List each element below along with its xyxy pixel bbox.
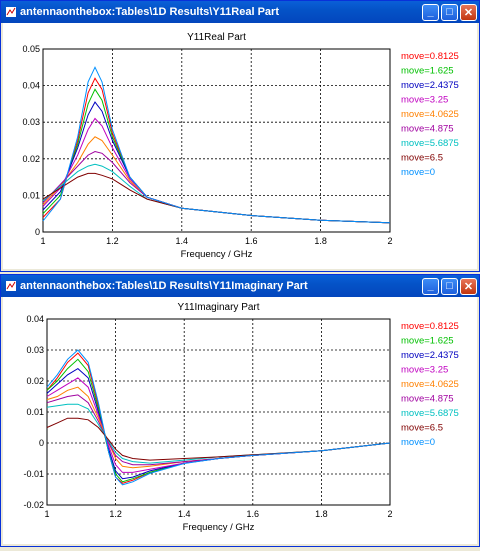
- imaginary-part-plot-area: Y11Imaginary Part 1 1.2 1.4 1.6 1.8 2 -0.02 -0.0…: [3, 297, 477, 544]
- x-tick-label: 1.4: [176, 236, 189, 246]
- legend-entry: move=6.5: [401, 423, 443, 434]
- chart-app-icon: [6, 281, 16, 291]
- minimize-icon: _: [427, 280, 434, 292]
- close-icon: ✕: [463, 6, 474, 19]
- series-line: [42, 172, 391, 224]
- x-tick-label: 1: [44, 509, 49, 519]
- real-part-titlebar[interactable]: antennaonthebox:Tables\1D Results\Y11Rea…: [1, 1, 479, 23]
- real-part-chart: Y11Real Part 1 1.2 1.4 1.6 1.8 2 0 0.01 0.02 0.03 0…: [22, 32, 459, 260]
- y-tick-label: -0.01: [23, 469, 44, 479]
- legend-entry: move=5.6875: [401, 138, 459, 149]
- maximize-icon: □: [446, 6, 453, 18]
- y-tick-label: 0.03: [26, 345, 44, 355]
- y-tick-label: 0.02: [26, 376, 44, 386]
- x-tick-label: 1.8: [314, 236, 327, 246]
- x-tick-label: 2: [387, 236, 392, 246]
- x-tick-label: 1.6: [247, 509, 260, 519]
- close-icon: ✕: [463, 280, 474, 293]
- imaginary-part-chart: Y11Imaginary Part 1 1.2 1.4 1.6 1.8 2 -0.02 -0.0…: [23, 302, 459, 533]
- legend-entry: move=0: [401, 437, 435, 448]
- minimize-button[interactable]: _: [422, 277, 439, 295]
- legend-entry: move=3.25: [401, 365, 448, 376]
- legend-entry: move=4.0625: [401, 109, 459, 120]
- y-tick-label: 0.02: [22, 154, 40, 164]
- x-tick-label: 1.6: [245, 236, 258, 246]
- legend-entry: move=4.875: [401, 124, 454, 135]
- series-line: [46, 349, 391, 486]
- imaginary-part-window: antennaonthebox:Tables\1D Results\Y11Ima…: [0, 274, 480, 547]
- y-tick-label: 0.04: [26, 314, 44, 324]
- x-axis-label: Frequency / GHz: [181, 249, 253, 260]
- close-button[interactable]: ✕: [460, 277, 477, 295]
- chart-title: Y11Imaginary Part: [177, 302, 259, 313]
- y-tick-label: 0.05: [22, 44, 40, 54]
- series-line: [42, 136, 391, 224]
- x-tick-label: 1.2: [109, 509, 122, 519]
- series-line: [42, 77, 391, 224]
- y-tick-label: 0.04: [22, 81, 40, 91]
- legend-entry: move=2.4375: [401, 350, 459, 361]
- legend-entry: move=1.625: [401, 336, 454, 347]
- x-tick-label: 1: [40, 236, 45, 246]
- legend-entry: move=5.6875: [401, 408, 459, 419]
- series-line: [42, 66, 391, 224]
- real-part-window: antennaonthebox:Tables\1D Results\Y11Rea…: [0, 0, 480, 272]
- imaginary-part-titlebar[interactable]: antennaonthebox:Tables\1D Results\Y11Ima…: [1, 275, 479, 297]
- y-tick-label: 0: [39, 438, 44, 448]
- maximize-button[interactable]: □: [441, 3, 458, 21]
- legend-entry: move=0.8125: [401, 51, 459, 62]
- legend-entry: move=4.0625: [401, 379, 459, 390]
- maximize-button[interactable]: □: [441, 277, 458, 295]
- legend-entry: move=4.875: [401, 394, 454, 405]
- legend-entry: move=1.625: [401, 66, 454, 77]
- chart-title: Y11Real Part: [187, 32, 246, 43]
- window-title: antennaonthebox:Tables\1D Results\Y11Ima…: [20, 280, 308, 292]
- legend-entry: move=0: [401, 167, 435, 178]
- maximize-icon: □: [446, 280, 453, 292]
- plot-frame: [42, 48, 391, 233]
- legend-entry: move=2.4375: [401, 80, 459, 91]
- x-tick-label: 2: [387, 509, 392, 519]
- y-tick-label: -0.02: [23, 500, 44, 510]
- x-tick-label: 1.4: [178, 509, 191, 519]
- x-tick-label: 1.8: [315, 509, 328, 519]
- y-tick-label: 0: [35, 227, 40, 237]
- legend-entry: move=6.5: [401, 153, 443, 164]
- chart-app-icon: [6, 7, 16, 17]
- y-tick-label: 0.03: [22, 117, 40, 127]
- close-button[interactable]: ✕: [460, 3, 477, 21]
- minimize-button[interactable]: _: [422, 3, 439, 21]
- y-tick-label: 0.01: [22, 190, 40, 200]
- y-tick-label: 0.01: [26, 407, 44, 417]
- x-axis-label: Frequency / GHz: [183, 522, 255, 533]
- series-line: [46, 417, 391, 461]
- real-part-plot-area: Y11Real Part 1 1.2 1.4 1.6 1.8 2 0 0.01 0.02 0.03 0…: [3, 23, 477, 269]
- x-tick-label: 1.2: [106, 236, 119, 246]
- series-line: [42, 88, 391, 224]
- window-title: antennaonthebox:Tables\1D Results\Y11Rea…: [20, 6, 279, 18]
- series-line: [42, 117, 391, 224]
- minimize-icon: _: [427, 6, 434, 18]
- legend-entry: move=0.8125: [401, 321, 459, 332]
- legend-entry: move=3.25: [401, 95, 448, 106]
- series-line: [42, 101, 391, 224]
- plot-frame: [46, 318, 391, 506]
